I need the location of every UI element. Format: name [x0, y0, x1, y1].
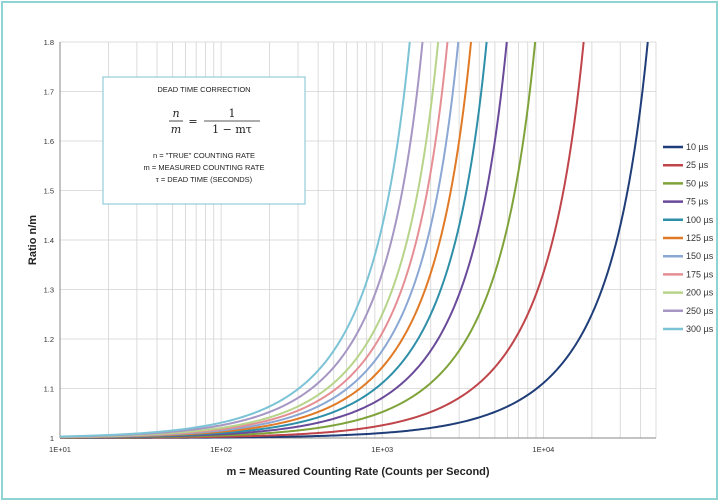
formula-box: DEAD TIME CORRECTION n m = 1 1 − mτ n = …	[102, 76, 306, 205]
y-axis-label: Ratio n/m	[27, 215, 39, 265]
x-tick-labels: 1E+01 1E+02 1E+03 1E+04	[49, 445, 554, 454]
legend-label: 200 µs	[686, 288, 714, 298]
y-tick-label: 1.7	[44, 88, 54, 97]
x-tick-label: 1E+03	[371, 445, 393, 454]
y-tick-label: 1	[50, 434, 54, 443]
y-tick-label: 1.4	[44, 236, 54, 245]
x-axis-label: m = Measured Counting Rate (Counts per S…	[226, 466, 489, 478]
legend-label: 10 µs	[686, 142, 709, 152]
legend-label: 150 µs	[686, 251, 714, 261]
y-tick-labels: 1 1.1 1.2 1.3 1.4 1.5 1.6 1.7 1.8	[44, 38, 54, 443]
y-tick-label: 1.6	[44, 137, 54, 146]
formula-note-n: n = "TRUE" COUNTING RATE	[153, 151, 255, 160]
y-tick-label: 1.2	[44, 335, 54, 344]
formula-rhs-denominator: 1 − mτ	[212, 123, 252, 136]
legend-label: 250 µs	[686, 306, 714, 316]
y-tick-label: 1.1	[44, 385, 54, 394]
legend-label: 175 µs	[686, 269, 714, 279]
series-lines	[59, 41, 649, 439]
x-tick-label: 1E+02	[210, 445, 232, 454]
legend-label: 100 µs	[686, 215, 714, 225]
legend: 10 µs 25 µs 50 µs 75 µs 100 µs 125 µs 150 µs 17…	[663, 142, 714, 334]
formula-note-m: m = MEASURED COUNTING RATE	[144, 163, 265, 172]
legend-label: 50 µs	[686, 178, 709, 188]
formula-box-title: DEAD TIME CORRECTION	[157, 85, 250, 94]
x-tick-label: 1E+01	[49, 445, 71, 454]
y-tick-label: 1.5	[44, 187, 54, 196]
formula-equals: =	[188, 115, 197, 128]
y-tick-label: 1.3	[44, 286, 54, 295]
y-tick-label: 1.8	[44, 38, 54, 47]
formula-lhs-denominator: m	[171, 123, 181, 136]
legend-label: 75 µs	[686, 197, 709, 207]
legend-label: 300 µs	[686, 324, 714, 334]
formula-note-tau: τ = DEAD TIME (SECONDS)	[156, 175, 253, 184]
legend-label: 25 µs	[686, 160, 709, 170]
x-tick-label: 1E+04	[532, 445, 554, 454]
formula-rhs-numerator: 1	[229, 107, 236, 120]
series-line-300-us	[59, 41, 411, 438]
legend-label: 125 µs	[686, 233, 714, 243]
formula-lhs-numerator: n	[172, 107, 179, 120]
